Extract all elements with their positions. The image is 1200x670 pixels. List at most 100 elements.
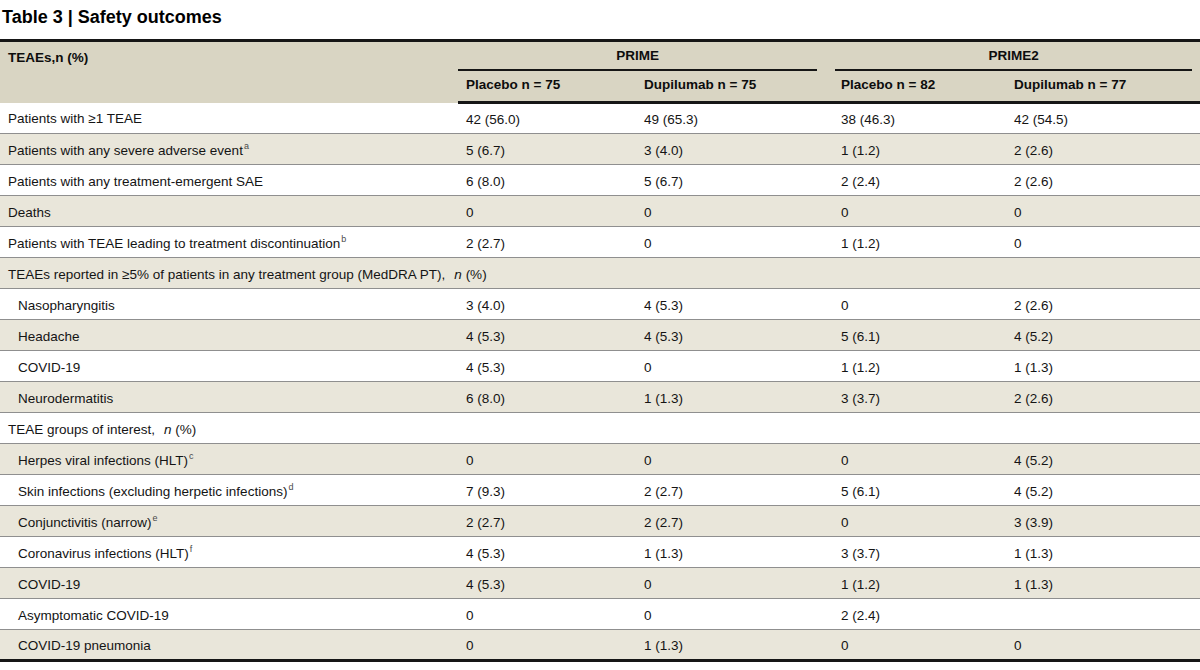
value-cell: 1 (1.3) [636,382,833,413]
value-cell: 0 [833,196,1006,227]
value-cell: 0 [833,289,1006,320]
value-cell: 0 [458,599,636,630]
value-cell: 1 (1.3) [636,537,833,568]
table-row: Deaths0000 [0,196,1200,227]
value-cell: 4 (5.3) [636,289,833,320]
value-cell: 38 (46.3) [833,103,1006,134]
row-label: Patients with any severe adverse eventa [0,134,458,165]
value-cell: 2 (2.7) [458,506,636,537]
value-cell: 3 (4.0) [636,134,833,165]
value-cell: 1 (1.3) [1006,568,1200,599]
value-cell: 2 (2.6) [1006,134,1200,165]
table-row: Patients with any severe adverse eventa5… [0,134,1200,165]
value-cell: 0 [1006,196,1200,227]
value-cell: 1 (1.2) [833,227,1006,258]
section-row: TEAE groups of interest,n (%) [0,413,1200,444]
footnote-marker: f [190,544,193,554]
row-label: Patients with any treatment-emergent SAE [0,165,458,196]
row-label: Deaths [0,196,458,227]
value-cell: 1 (1.3) [636,630,833,661]
value-cell: 0 [1006,630,1200,661]
column-header-dupilumab-prime2: Dupilumab n = 77 [1006,71,1200,103]
row-label: Herpes viral infections (HLT)c [0,444,458,475]
value-cell: 0 [636,599,833,630]
footnote-marker: b [341,234,346,244]
value-cell: 2 (2.7) [636,475,833,506]
value-cell: 5 (6.7) [458,134,636,165]
row-label: Nasopharyngitis [0,289,458,320]
value-cell: 0 [458,444,636,475]
value-cell: 1 (1.2) [833,568,1006,599]
value-cell: 4 (5.2) [1006,320,1200,351]
value-cell: 1 (1.3) [1006,537,1200,568]
value-cell: 6 (8.0) [458,382,636,413]
value-cell: 6 (8.0) [458,165,636,196]
value-cell: 2 (2.7) [636,506,833,537]
table-row: Asymptomatic COVID-19002 (2.4) [0,599,1200,630]
row-label: Patients with TEAE leading to treatment … [0,227,458,258]
value-cell [1006,599,1200,630]
value-cell: 1 (1.2) [833,351,1006,382]
value-cell: 42 (56.0) [458,103,636,134]
value-cell: 4 (5.2) [1006,444,1200,475]
row-label: Asymptomatic COVID-19 [0,599,458,630]
value-cell: 3 (3.7) [833,382,1006,413]
group-header-prime-label: PRIME [458,48,817,71]
value-cell: 4 (5.3) [458,537,636,568]
footnote-marker: d [288,482,293,492]
value-cell: 0 [833,444,1006,475]
row-label: Conjunctivitis (narrow)e [0,506,458,537]
table-row: Patients with ≥1 TEAE42 (56.0)49 (65.3)3… [0,103,1200,134]
value-cell: 1 (1.2) [833,134,1006,165]
value-cell: 0 [636,444,833,475]
table-row: Patients with any treatment-emergent SAE… [0,165,1200,196]
value-cell: 4 (5.3) [636,320,833,351]
table-row: Neurodermatitis6 (8.0)1 (1.3)3 (3.7)2 (2… [0,382,1200,413]
footnote-marker: a [244,141,249,151]
value-cell: 49 (65.3) [636,103,833,134]
value-cell: 5 (6.1) [833,320,1006,351]
section-label: TEAE groups of interest,n (%) [0,413,1200,444]
value-cell: 5 (6.7) [636,165,833,196]
table-row: Skin infections (excluding herpetic infe… [0,475,1200,506]
value-cell: 7 (9.3) [458,475,636,506]
row-label: Skin infections (excluding herpetic infe… [0,475,458,506]
footnote-marker: c [189,451,194,461]
group-header-prime2: PRIME2 [833,41,1200,72]
table-body: Patients with ≥1 TEAE42 (56.0)49 (65.3)3… [0,103,1200,661]
table-row: Conjunctivitis (narrow)e2 (2.7)2 (2.7)03… [0,506,1200,537]
value-cell: 0 [636,196,833,227]
group-header-prime2-label: PRIME2 [835,48,1192,71]
table-header: TEAEs,n (%) PRIME PRIME2 Placebo n = 75 … [0,41,1200,103]
footnote-marker: e [153,513,158,523]
value-cell: 0 [636,227,833,258]
row-label: COVID-19 [0,568,458,599]
row-label: COVID-19 pneumonia [0,630,458,661]
value-cell: 2 (2.4) [833,165,1006,196]
section-label: TEAEs reported in ≥5% of patients in any… [0,258,1200,289]
value-cell: 3 (3.9) [1006,506,1200,537]
value-cell: 0 [1006,227,1200,258]
column-header-placebo-prime2: Placebo n = 82 [833,71,1006,103]
row-label: Coronavirus infections (HLT)f [0,537,458,568]
table-row: COVID-19 pneumonia01 (1.3)00 [0,630,1200,661]
value-cell: 5 (6.1) [833,475,1006,506]
value-cell: 0 [833,506,1006,537]
table-row: Nasopharyngitis3 (4.0)4 (5.3)02 (2.6) [0,289,1200,320]
group-header-prime: PRIME [458,41,833,72]
value-cell: 0 [458,196,636,227]
value-cell: 4 (5.3) [458,351,636,382]
table-row: Headache4 (5.3)4 (5.3)5 (6.1)4 (5.2) [0,320,1200,351]
value-cell: 42 (54.5) [1006,103,1200,134]
value-cell: 2 (2.6) [1006,289,1200,320]
table-row: COVID-194 (5.3)01 (1.2)1 (1.3) [0,568,1200,599]
row-label: Patients with ≥1 TEAE [0,103,458,134]
table-row: COVID-194 (5.3)01 (1.2)1 (1.3) [0,351,1200,382]
value-cell: 2 (2.6) [1006,165,1200,196]
page: Table 3 | Safety outcomes TEAEs,n (%) PR… [0,0,1200,670]
table-row: Patients with TEAE leading to treatment … [0,227,1200,258]
value-cell: 0 [636,351,833,382]
value-cell: 2 (2.4) [833,599,1006,630]
row-label: Neurodermatitis [0,382,458,413]
value-cell: 4 (5.3) [458,568,636,599]
